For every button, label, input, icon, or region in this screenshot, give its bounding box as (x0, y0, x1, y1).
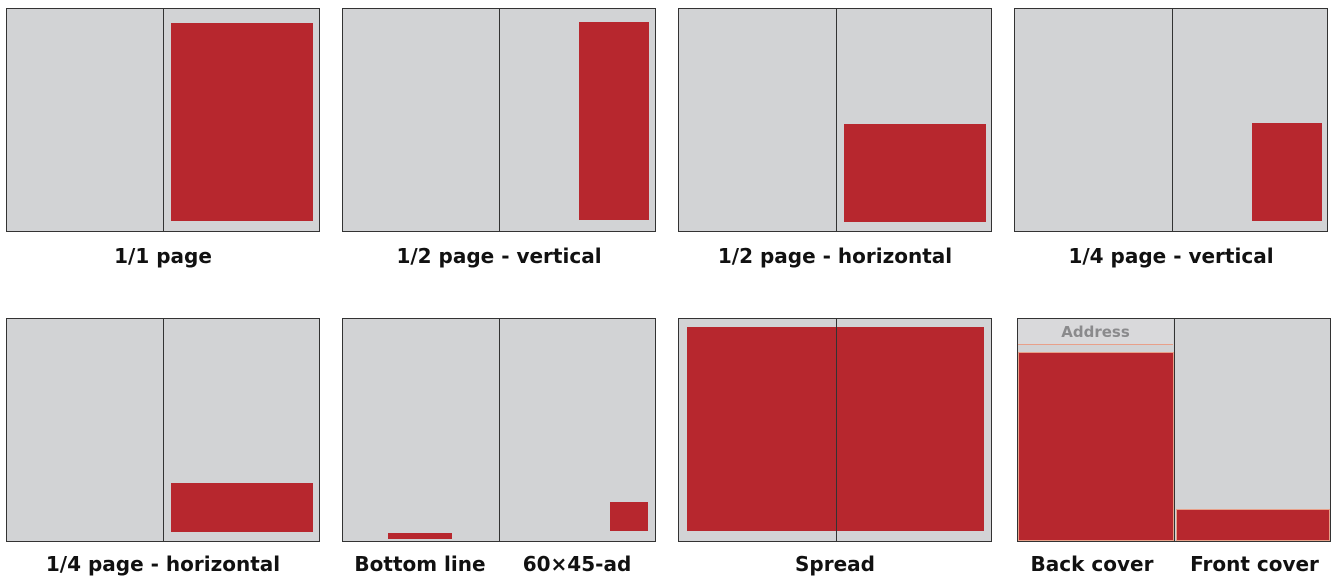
spread-small-ads (342, 318, 656, 542)
label-back-cover: Back cover (1030, 552, 1154, 576)
ad-bottom-line (388, 533, 452, 539)
ad-60x45 (610, 502, 648, 531)
spread-double-page (678, 318, 992, 542)
ad-quarter-horizontal (171, 483, 313, 532)
label-half-vertical: 1/2 page - vertical (396, 244, 602, 268)
label-bottom-line: Bottom line (354, 552, 486, 576)
spread-half-horizontal (678, 8, 992, 232)
page-fold (1174, 319, 1175, 541)
label-60x45-ad: 60×45-ad (522, 552, 632, 576)
ad-quarter-vertical (1252, 123, 1322, 221)
page-fold (836, 9, 837, 231)
ad-full-page (171, 23, 313, 221)
page-fold (163, 319, 164, 541)
label-quarter-horizontal: 1/4 page - horizontal (45, 552, 281, 576)
ad-spread (687, 327, 984, 531)
label-quarter-vertical: 1/4 page - vertical (1068, 244, 1274, 268)
label-full-page: 1/1 page (114, 244, 212, 268)
ad-back-cover (1018, 352, 1174, 541)
ad-front-cover (1176, 509, 1330, 541)
address-area: Address (1018, 319, 1173, 345)
label-spread: Spread (795, 552, 875, 576)
spread-covers: Address (1017, 318, 1331, 542)
spread-quarter-vertical (1014, 8, 1328, 232)
spread-half-vertical (342, 8, 656, 232)
spread-quarter-horizontal (6, 318, 320, 542)
spread-full-page (6, 8, 320, 232)
label-front-cover: Front cover (1190, 552, 1319, 576)
page-fold (499, 319, 500, 541)
page-fold (499, 9, 500, 231)
page-fold (1172, 9, 1173, 231)
page-fold (836, 319, 837, 541)
label-half-horizontal: 1/2 page - horizontal (717, 244, 953, 268)
ad-half-vertical (579, 22, 649, 220)
ad-half-horizontal (844, 124, 986, 222)
page-fold (163, 9, 164, 231)
